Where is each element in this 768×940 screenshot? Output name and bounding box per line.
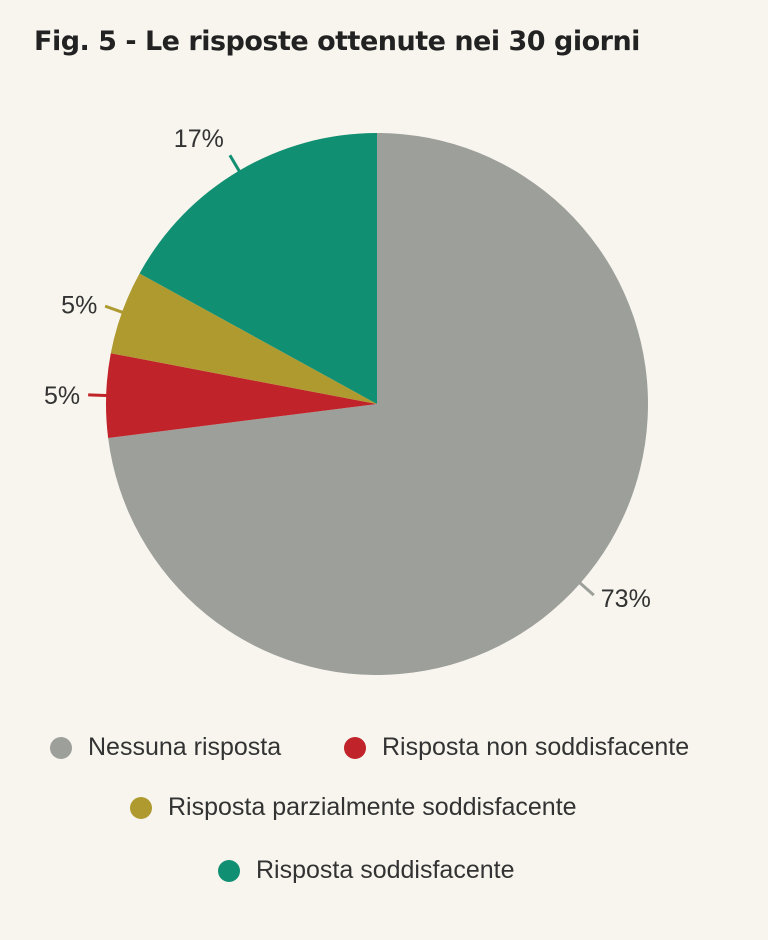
pie-chart: 73% 5% 5% 17% <box>44 125 651 675</box>
slice-label: 17% <box>174 125 224 153</box>
legend-swatch <box>50 736 72 759</box>
slice-label: 5% <box>44 382 80 410</box>
legend-label: Nessuna risposta <box>88 733 282 761</box>
chart-title: Fig. 5 - Le risposte ottenute nei 30 gio… <box>34 26 640 57</box>
pie-slice <box>110 273 377 404</box>
leader-line <box>577 580 595 597</box>
pie-slice <box>106 353 377 438</box>
pie-slice <box>108 133 649 675</box>
legend-swatch <box>130 796 152 819</box>
leader-line <box>228 154 242 175</box>
slice-label: 73% <box>601 585 651 613</box>
leader-line <box>88 393 110 398</box>
legend-item: Risposta soddisfacente <box>218 856 514 885</box>
legend-swatch <box>344 736 366 759</box>
legend-item: Risposta non soddisfacente <box>344 733 689 762</box>
legend-item: Nessuna risposta <box>50 733 281 762</box>
slice-label: 5% <box>61 292 97 320</box>
legend-label: Risposta soddisfacente <box>256 856 515 884</box>
pie-slice <box>139 133 377 404</box>
leader-line <box>104 304 126 315</box>
legend-item: Risposta parzialmente soddisfacente <box>130 793 577 822</box>
legend-label: Risposta parzialmente soddisfacente <box>168 793 577 821</box>
legend-swatch <box>218 859 240 882</box>
legend-label: Risposta non soddisfacente <box>382 733 690 761</box>
